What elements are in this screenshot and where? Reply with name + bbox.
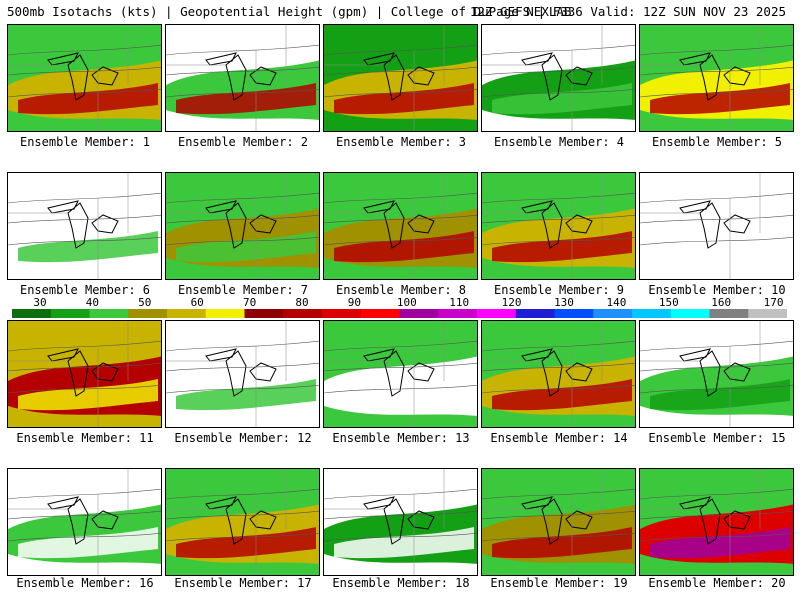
colorbar-swatch xyxy=(50,309,90,318)
ensemble-map-panel-12 xyxy=(165,320,320,428)
ensemble-map-panel-20 xyxy=(639,468,794,576)
colorbar-swatch xyxy=(322,309,362,318)
colorbar-swatch xyxy=(360,309,400,318)
colorbar-label: 130 xyxy=(554,296,574,309)
colorbar-label: 60 xyxy=(190,296,204,309)
colorbar-swatch xyxy=(167,309,207,318)
map-header: 500mb Isotachs (kts) | Geopotential Heig… xyxy=(0,0,800,22)
colorbar-label: 150 xyxy=(658,296,679,309)
colorbar-label: 70 xyxy=(242,296,257,309)
ensemble-map-panel-14 xyxy=(481,320,636,428)
ensemble-member-label-6: Ensemble Member: 6 xyxy=(19,283,151,297)
colorbar-swatch xyxy=(554,309,594,318)
ensemble-member-label-8: Ensemble Member: 8 xyxy=(335,283,467,297)
ensemble-map-panel-7 xyxy=(165,172,320,280)
colorbar-swatch xyxy=(477,309,517,318)
ensemble-map-panel-3 xyxy=(323,24,478,132)
ensemble-map-panel-18 xyxy=(323,468,478,576)
colorbar-swatch xyxy=(515,309,555,318)
ensemble-member-label-16: Ensemble Member: 16 xyxy=(16,576,154,590)
colorbar-swatch xyxy=(399,309,439,318)
colorbar-swatch xyxy=(12,309,52,318)
ensemble-member-label-1: Ensemble Member: 1 xyxy=(19,135,151,149)
colorbar-label: 170 xyxy=(763,296,784,309)
ensemble-map-panel-16 xyxy=(7,468,162,576)
colorbar-swatch xyxy=(670,309,710,318)
colorbar-swatch xyxy=(748,309,787,318)
ensemble-member-label-3: Ensemble Member: 3 xyxy=(335,135,467,149)
colorbar-swatch xyxy=(438,309,478,318)
colorbar-label: 100 xyxy=(396,296,417,309)
ensemble-map-panel-1 xyxy=(7,24,162,132)
ensemble-member-label-11: Ensemble Member: 11 xyxy=(16,431,154,445)
colorbar-swatch xyxy=(244,309,284,318)
colorbar-label: 30 xyxy=(33,296,47,309)
ensemble-map-panel-10 xyxy=(639,172,794,280)
ensemble-map-panel-8 xyxy=(323,172,478,280)
ensemble-map-panel-9 xyxy=(481,172,636,280)
ensemble-map-panel-4 xyxy=(481,24,636,132)
colorbar-label: 140 xyxy=(606,296,627,309)
colorbar-swatch xyxy=(205,309,245,318)
colorbar-swatch xyxy=(593,309,633,318)
ensemble-map-panel-15 xyxy=(639,320,794,428)
ensemble-member-label-12: Ensemble Member: 12 xyxy=(174,431,312,445)
ensemble-map-panel-6 xyxy=(7,172,162,280)
ensemble-member-label-10: Ensemble Member: 10 xyxy=(648,283,786,297)
colorbar-swatch xyxy=(709,309,749,318)
ensemble-map-panel-11 xyxy=(7,320,162,428)
ensemble-member-label-13: Ensemble Member: 13 xyxy=(332,431,470,445)
ensemble-member-label-9: Ensemble Member: 9 xyxy=(493,283,625,297)
header-model-run: 12Z GEFS | F336 Valid: 12Z SUN NOV 23 20… xyxy=(469,4,786,19)
colorbar-label: 80 xyxy=(295,296,309,309)
colorbar-label: 50 xyxy=(138,296,152,309)
colorbar-label: 120 xyxy=(501,296,522,309)
colorbar-swatch xyxy=(632,309,672,318)
colorbar-label: 160 xyxy=(711,296,732,309)
ensemble-map-panel-2 xyxy=(165,24,320,132)
ensemble-member-label-17: Ensemble Member: 17 xyxy=(174,576,312,590)
ensemble-map-panel-19 xyxy=(481,468,636,576)
colorbar-swatch xyxy=(283,309,323,318)
colorbar-label: 90 xyxy=(347,296,362,309)
ensemble-member-label-18: Ensemble Member: 18 xyxy=(332,576,470,590)
ensemble-member-label-19: Ensemble Member: 19 xyxy=(490,576,628,590)
wind-speed-colorbar xyxy=(12,309,787,318)
colorbar-label: 40 xyxy=(85,296,100,309)
ensemble-member-label-7: Ensemble Member: 7 xyxy=(177,283,309,297)
colorbar-label: 110 xyxy=(449,296,470,309)
colorbar-swatch xyxy=(89,309,129,318)
ensemble-map-panel-5 xyxy=(639,24,794,132)
ensemble-member-label-20: Ensemble Member: 20 xyxy=(648,576,786,590)
header-title: 500mb Isotachs (kts) | Geopotential Heig… xyxy=(7,4,572,19)
ensemble-member-label-15: Ensemble Member: 15 xyxy=(648,431,786,445)
ensemble-map-panel-17 xyxy=(165,468,320,576)
colorbar-swatch xyxy=(128,309,168,318)
ensemble-member-label-14: Ensemble Member: 14 xyxy=(490,431,628,445)
ensemble-member-label-5: Ensemble Member: 5 xyxy=(651,135,783,149)
ensemble-member-label-4: Ensemble Member: 4 xyxy=(493,135,625,149)
ensemble-member-label-2: Ensemble Member: 2 xyxy=(177,135,309,149)
ensemble-map-panel-13 xyxy=(323,320,478,428)
